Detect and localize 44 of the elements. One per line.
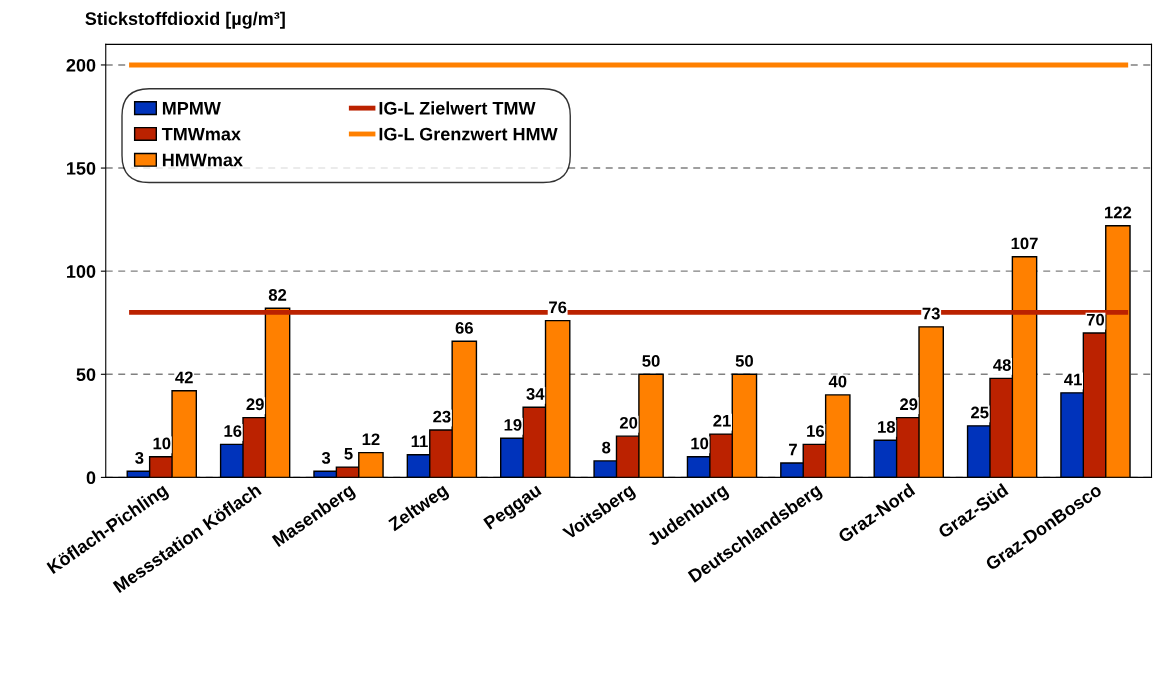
chart-title: Stickstoffdioxid [µg/m³]	[85, 11, 285, 29]
data-label: 10	[691, 437, 709, 450]
y-tick-label: 150	[67, 162, 96, 175]
data-label: 3	[321, 451, 331, 464]
legend-label: IG-L Zielwert TMW	[379, 101, 536, 115]
data-label: 16	[224, 425, 242, 437]
data-label: 18	[878, 421, 896, 433]
legend-label: TMWmax	[161, 127, 241, 141]
data-label: 3	[135, 451, 144, 464]
legend-label: MPMW	[162, 102, 221, 115]
data-label: 7	[789, 443, 797, 456]
data-label: 5	[344, 448, 353, 460]
data-label: 50	[642, 355, 660, 367]
y-tick-label: 100	[67, 265, 96, 278]
data-label: 23	[433, 410, 451, 423]
y-tick-label: 0	[86, 471, 96, 485]
y-tick-label: 50	[76, 368, 96, 382]
data-label: 70	[1086, 313, 1105, 326]
data-label: 48	[993, 359, 1011, 371]
data-label: 66	[455, 322, 473, 334]
data-label: 41	[1064, 373, 1082, 386]
data-label: 107	[1011, 237, 1038, 250]
data-label: 20	[619, 416, 638, 429]
data-label: 21	[713, 414, 731, 427]
data-label: 25	[971, 406, 989, 419]
data-label: 11	[411, 435, 428, 448]
data-label: 8	[602, 441, 611, 454]
data-label: 122	[1105, 206, 1132, 219]
data-label: 40	[828, 375, 847, 388]
y-tick-label: 200	[66, 58, 96, 72]
data-label: 82	[268, 289, 287, 301]
data-label: 19	[504, 418, 522, 431]
data-label: 34	[526, 388, 545, 400]
data-label: 12	[362, 433, 380, 446]
data-label: 73	[922, 307, 940, 320]
data-label: 76	[549, 301, 567, 314]
legend-label: IG-L Grenzwert HMW	[379, 127, 558, 141]
data-label: 42	[175, 371, 193, 384]
data-label: 29	[900, 398, 918, 411]
data-label: 50	[735, 355, 753, 367]
data-label: 16	[807, 425, 825, 437]
legend-label: HMWmax	[162, 153, 243, 167]
data-label: 10	[153, 437, 171, 450]
data-label: 29	[246, 398, 264, 411]
